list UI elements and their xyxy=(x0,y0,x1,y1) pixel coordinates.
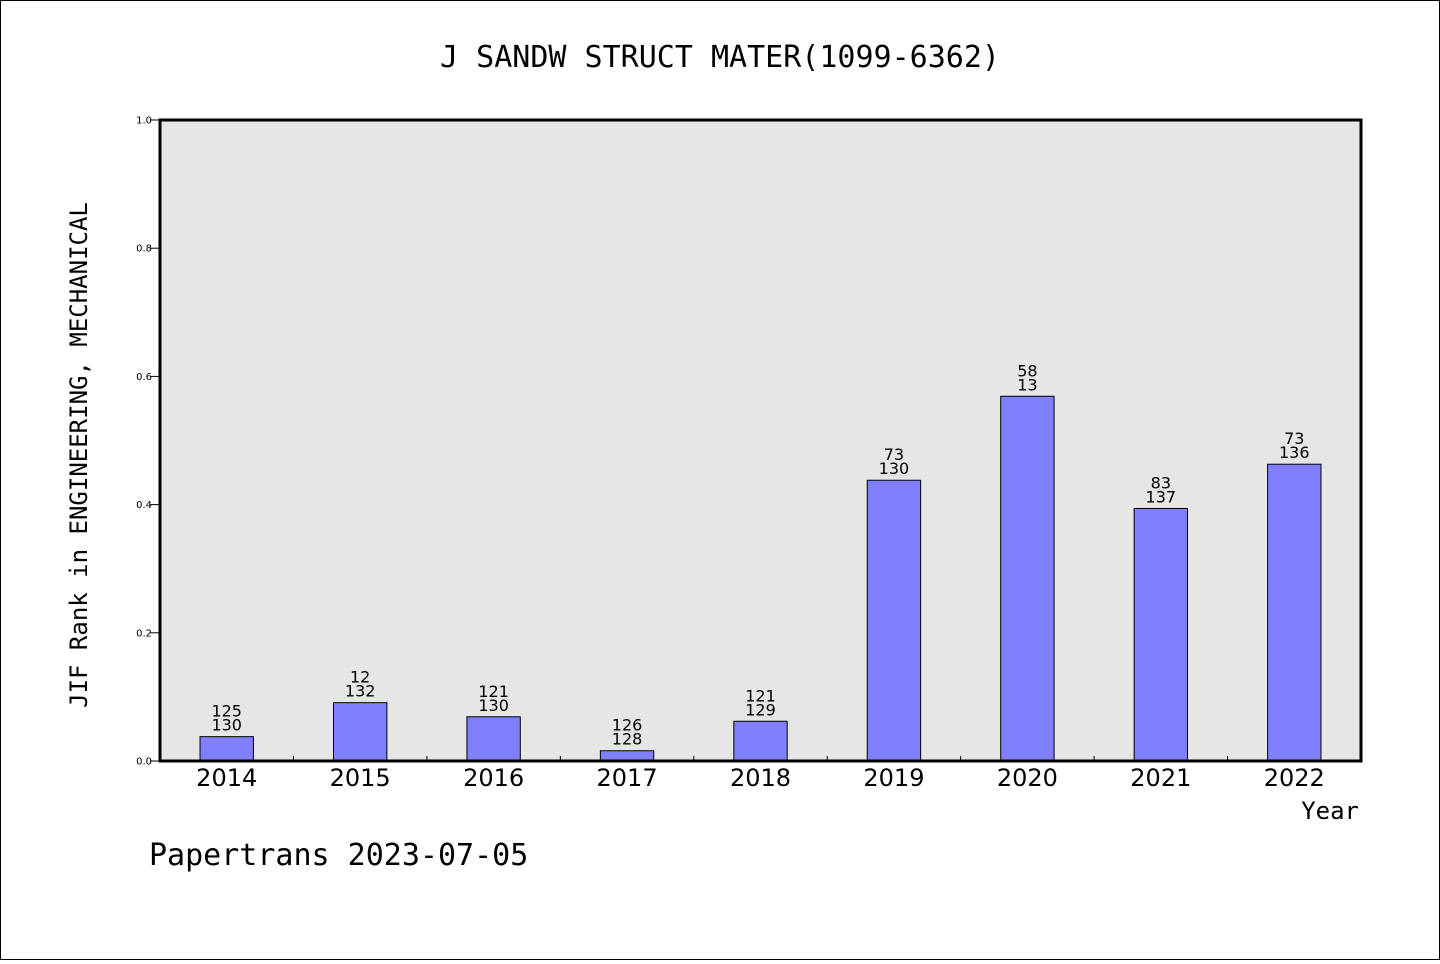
data-label-total: 136 xyxy=(1279,443,1310,462)
data-label-total: 130 xyxy=(211,716,242,735)
plot-border xyxy=(158,118,1363,763)
data-label-total: 132 xyxy=(345,682,376,701)
x-tick-label: 2020 xyxy=(997,764,1058,792)
data-label-total: 129 xyxy=(745,700,776,719)
bar xyxy=(866,479,922,762)
bar xyxy=(599,750,655,762)
bar xyxy=(733,720,788,762)
y-tick-label: 0.0 xyxy=(136,757,152,768)
y-tick-label: 1.0 xyxy=(136,116,152,127)
y-tick-label: 0.6 xyxy=(136,372,152,383)
x-tick-label: 2019 xyxy=(863,764,924,792)
data-label-rank: 73 xyxy=(1284,429,1304,448)
data-label-total: 13 xyxy=(1017,375,1037,394)
x-axis-label: Year xyxy=(1301,797,1359,825)
x-tick-label: 2018 xyxy=(730,764,791,792)
data-label-rank: 126 xyxy=(612,716,643,735)
data-label-rank: 58 xyxy=(1017,361,1037,380)
data-label-total: 128 xyxy=(612,730,643,749)
data-label-rank: 12 xyxy=(350,668,370,687)
x-tick-label: 2016 xyxy=(463,764,524,792)
data-label-rank: 73 xyxy=(884,445,904,464)
x-tick-label: 2014 xyxy=(196,764,257,792)
data-label-rank: 121 xyxy=(745,686,776,705)
y-tick-label: 0.8 xyxy=(136,244,152,255)
data-label-total: 130 xyxy=(478,696,509,715)
bar xyxy=(1133,507,1189,762)
plot-area: 0.00.20.40.60.81.02014125130201512132201… xyxy=(136,116,1363,792)
bar xyxy=(199,736,254,762)
data-label-rank: 125 xyxy=(211,702,242,721)
chart-title: J SANDW STRUCT MATER(1099-6362) xyxy=(440,40,1000,75)
data-label-total: 137 xyxy=(1146,487,1177,506)
data-label-rank: 121 xyxy=(478,682,509,701)
x-tick-label: 2015 xyxy=(330,764,391,792)
data-label-total: 130 xyxy=(879,459,910,478)
bar xyxy=(1000,395,1055,762)
x-tick-label: 2017 xyxy=(597,764,658,792)
y-tick-label: 0.4 xyxy=(136,500,152,511)
bar xyxy=(466,716,521,762)
x-tick-label: 2022 xyxy=(1264,764,1325,792)
bar xyxy=(332,702,388,762)
bar xyxy=(1267,463,1322,762)
y-axis-label: JIF Rank in ENGINEERING, MECHANICAL xyxy=(65,202,93,708)
footer-credit: Papertrans 2023-07-05 xyxy=(149,838,528,873)
y-tick-label: 0.2 xyxy=(136,628,152,639)
x-tick-label: 2021 xyxy=(1130,764,1191,792)
data-label-rank: 83 xyxy=(1151,473,1171,492)
